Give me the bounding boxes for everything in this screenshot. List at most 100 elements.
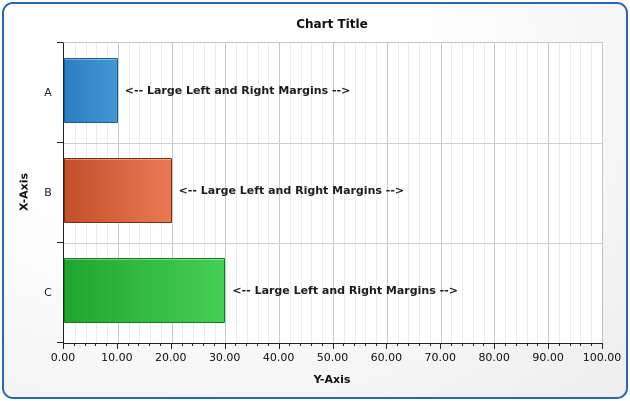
value-major-tick: [116, 343, 118, 349]
value-major-tick: [332, 343, 334, 349]
value-minor-tick: [364, 343, 366, 346]
value-tick-label: 20.00: [155, 351, 187, 364]
category-tick: [57, 342, 63, 343]
value-minor-tick: [461, 343, 463, 346]
minor-gridline: [397, 43, 399, 343]
minor-gridline: [354, 43, 356, 343]
value-minor-tick: [504, 343, 506, 346]
minor-gridline: [408, 43, 410, 343]
bar-annotation-c: <-- Large Left and Right Margins -->: [232, 284, 458, 297]
minor-gridline: [365, 43, 367, 343]
value-tick-label: 50.00: [316, 351, 349, 364]
minor-gridline: [451, 43, 453, 343]
value-minor-tick: [537, 343, 539, 346]
minor-gridline: [429, 43, 431, 343]
minor-gridline: [193, 43, 195, 343]
minor-gridline: [462, 43, 464, 343]
value-minor-tick: [84, 343, 86, 346]
value-minor-tick: [397, 343, 399, 346]
category-tick: [57, 142, 63, 143]
bar-b: [64, 158, 172, 223]
minor-gridline: [236, 43, 238, 343]
value-minor-tick: [257, 343, 259, 346]
value-minor-tick: [203, 343, 205, 346]
minor-gridline: [343, 43, 345, 343]
minor-gridline: [300, 43, 302, 343]
value-minor-tick: [472, 343, 474, 346]
major-gridline: [548, 43, 550, 343]
value-axis-title: Y-Axis: [313, 373, 351, 386]
minor-gridline: [246, 43, 248, 343]
major-gridline: [333, 43, 334, 343]
value-major-tick: [386, 343, 388, 349]
value-minor-tick: [181, 343, 183, 346]
plot-area: <-- Large Left and Right Margins --> <-- …: [63, 42, 603, 344]
minor-gridline: [472, 43, 474, 343]
category-axis-labels: A B C: [40, 42, 56, 342]
value-minor-tick: [343, 343, 345, 346]
value-minor-tick: [300, 343, 302, 346]
major-gridline: [386, 43, 388, 343]
value-minor-tick: [267, 343, 269, 346]
value-minor-tick: [515, 343, 517, 346]
value-major-tick: [63, 343, 64, 349]
value-tick-label: 40.00: [262, 351, 295, 364]
category-tick: [57, 42, 63, 43]
minor-gridline: [322, 43, 324, 343]
minor-gridline: [515, 43, 517, 343]
value-minor-tick: [580, 343, 582, 346]
value-minor-tick: [418, 343, 420, 346]
value-tick-label: 90.00: [532, 351, 564, 364]
major-gridline: [225, 43, 227, 343]
value-axis: 0.00 10.00 20.00 30.00 40.00 50.00 60.00 70.00 8…: [51, 343, 621, 367]
minor-gridline: [203, 43, 205, 343]
value-minor-tick: [310, 343, 312, 346]
value-major-tick: [548, 343, 550, 349]
minor-gridline: [376, 43, 378, 343]
value-tick-label: 10.00: [101, 351, 133, 364]
bar-annotation-a: <-- Large Left and Right Margins -->: [124, 84, 351, 97]
value-minor-tick: [235, 343, 237, 346]
value-minor-tick: [149, 343, 151, 346]
major-gridline: [279, 43, 281, 343]
minor-gridline: [257, 43, 259, 343]
minor-gridline: [419, 43, 421, 343]
minor-gridline: [268, 43, 270, 343]
value-minor-tick: [213, 343, 215, 346]
value-tick-label: 0.00: [50, 351, 76, 364]
value-tick-label: 30.00: [208, 351, 241, 364]
minor-gridline: [182, 43, 184, 343]
minor-gridline: [537, 43, 539, 343]
value-minor-tick: [289, 343, 291, 346]
value-minor-tick: [569, 343, 571, 346]
value-minor-tick: [558, 343, 560, 346]
bar-c: [64, 258, 226, 323]
value-minor-tick: [73, 343, 75, 346]
bar-annotation-b: <-- Large Left and Right Margins -->: [178, 184, 405, 197]
value-minor-tick: [106, 343, 108, 346]
category-tick: [57, 242, 63, 243]
minor-gridline: [558, 43, 560, 343]
value-minor-tick: [160, 343, 162, 346]
value-major-tick: [494, 343, 496, 349]
value-minor-tick: [354, 343, 356, 346]
value-minor-tick: [407, 343, 409, 346]
value-tick-label: 60.00: [370, 351, 403, 364]
value-tick-label: 100.00: [582, 351, 622, 364]
minor-gridline: [526, 43, 528, 343]
value-minor-tick: [95, 343, 97, 346]
chart-title: Chart Title: [296, 17, 368, 31]
value-major-tick: [440, 343, 442, 349]
value-minor-tick: [321, 343, 323, 346]
value-minor-tick: [127, 343, 129, 346]
minor-gridline: [591, 43, 593, 343]
value-minor-tick: [451, 343, 453, 346]
minor-gridline: [483, 43, 485, 343]
value-minor-tick: [429, 343, 431, 346]
value-minor-tick: [526, 343, 528, 346]
major-gridline: [494, 43, 496, 343]
category-axis-ticks: [57, 42, 63, 343]
minor-gridline: [505, 43, 507, 343]
value-minor-tick: [138, 343, 140, 346]
